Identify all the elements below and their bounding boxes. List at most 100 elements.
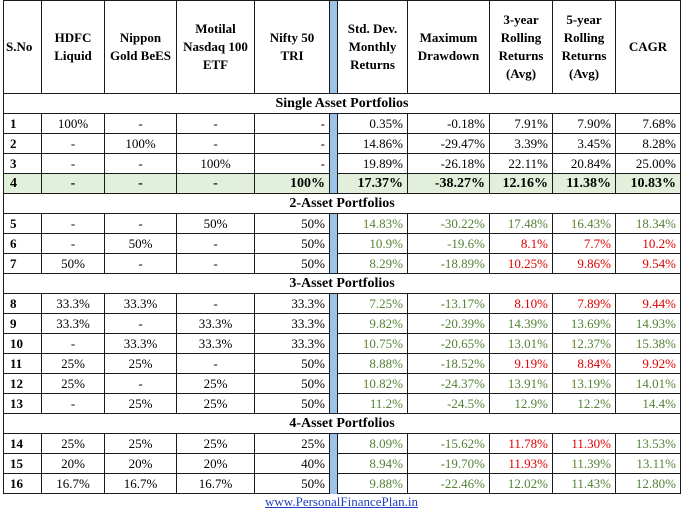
cell-max-drawdown: -30.22% — [407, 213, 490, 234]
cell-std-dev: 10.75% — [337, 333, 408, 354]
cell-motilal-nasdaq: - — [176, 113, 255, 134]
table-row: 14 25% 25% 25% 25% 8.09% -15.62% 11.78% 11.30% 13… — [3, 433, 681, 454]
cell-max-drawdown: -22.46% — [407, 473, 490, 494]
cell-std-dev: 10.82% — [337, 373, 408, 394]
cell-cagr: 7.68% — [615, 113, 681, 134]
column-separator — [329, 293, 338, 314]
column-separator — [329, 333, 338, 354]
cell-std-dev: 7.25% — [337, 293, 408, 314]
table-row: 7 50% - -50% 8.29% -18.89% 10.25% 9.86% 9.54% — [3, 253, 681, 274]
cell-std-dev: 8.88% — [337, 353, 408, 374]
cell-nifty50: 50% — [254, 233, 330, 254]
cell-nifty50: 50% — [254, 393, 330, 414]
cell-5yr-rolling: 20.84% — [552, 153, 616, 174]
header-motilal-nasdaq: Motilal Nasdaq 100 ETF — [176, 0, 255, 94]
cell-5yr-rolling: 11.39% — [552, 453, 616, 474]
cell-std-dev: 8.09% — [337, 433, 408, 454]
cell-nippon-gold: 25% — [104, 353, 177, 374]
cell-nifty50: 33.3% — [254, 293, 330, 314]
cell-motilal-nasdaq: 33.3% — [176, 333, 255, 354]
cell-nippon-gold: 33.3% — [104, 293, 177, 314]
column-separator — [329, 373, 338, 394]
cell-cagr: 10.83% — [615, 173, 681, 194]
cell-cagr: 14.4% — [615, 393, 681, 414]
cell-motilal-nasdaq: 16.7% — [176, 473, 255, 494]
cell-3yr-rolling: 11.78% — [489, 433, 553, 454]
cell-5yr-rolling: 12.2% — [552, 393, 616, 414]
cell-nippon-gold: 50% — [104, 233, 177, 254]
cell-max-drawdown: -15.62% — [407, 433, 490, 454]
row-sno: 12 — [3, 373, 42, 394]
cell-max-drawdown: -19.6% — [407, 233, 490, 254]
cell-hdfc-liquid: - — [41, 233, 105, 254]
cell-max-drawdown: -18.52% — [407, 353, 490, 374]
cell-cagr: 9.44% — [615, 293, 681, 314]
cell-nippon-gold: 100% — [104, 133, 177, 154]
cell-hdfc-liquid: 25% — [41, 433, 105, 454]
cell-5yr-rolling: 9.86% — [552, 253, 616, 274]
cell-3yr-rolling: 3.39% — [489, 133, 553, 154]
row-sno: 4 — [3, 173, 42, 194]
cell-max-drawdown: -26.18% — [407, 153, 490, 174]
cell-nippon-gold: - — [104, 373, 177, 394]
cell-std-dev: 0.35% — [337, 113, 408, 134]
cell-5yr-rolling: 7.90% — [552, 113, 616, 134]
cell-motilal-nasdaq: - — [176, 353, 255, 374]
header-cagr: CAGR — [615, 0, 681, 94]
cell-5yr-rolling: 13.19% — [552, 373, 616, 394]
cell-3yr-rolling: 8.10% — [489, 293, 553, 314]
row-sno: 8 — [3, 293, 42, 314]
header-std-dev: Std. Dev. Monthly Returns — [337, 0, 408, 94]
cell-3yr-rolling: 17.48% — [489, 213, 553, 234]
cell-std-dev: 14.86% — [337, 133, 408, 154]
cell-5yr-rolling: 7.89% — [552, 293, 616, 314]
row-sno: 11 — [3, 353, 42, 374]
cell-nifty50: 33.3% — [254, 333, 330, 354]
cell-3yr-rolling: 9.19% — [489, 353, 553, 374]
cell-max-drawdown: -29.47% — [407, 133, 490, 154]
cell-3yr-rolling: 12.9% — [489, 393, 553, 414]
table-row: 15 20% 20% 20% 40% 8.94% -19.70% 11.93% 11.39% 13… — [3, 453, 681, 474]
column-separator — [329, 113, 338, 134]
header-hdfc-liquid: HDFC Liquid — [41, 0, 105, 94]
cell-3yr-rolling: 22.11% — [489, 153, 553, 174]
row-sno: 15 — [3, 453, 42, 474]
cell-nippon-gold: 20% — [104, 453, 177, 474]
cell-std-dev: 8.94% — [337, 453, 408, 474]
row-sno: 5 — [3, 213, 42, 234]
cell-cagr: 8.28% — [615, 133, 681, 154]
column-separator — [329, 233, 338, 254]
header-nippon-gold: Nippon Gold BeES — [104, 0, 177, 94]
column-separator — [329, 313, 338, 334]
cell-std-dev: 10.9% — [337, 233, 408, 254]
cell-max-drawdown: -24.37% — [407, 373, 490, 394]
cell-motilal-nasdaq: 50% — [176, 213, 255, 234]
group-title: 3-Asset Portfolios — [3, 273, 681, 294]
footer: www.PersonalFinancePlan.in — [0, 494, 683, 510]
cell-nippon-gold: - — [104, 253, 177, 274]
column-separator — [329, 353, 338, 374]
column-separator — [329, 173, 338, 194]
cell-motilal-nasdaq: 20% — [176, 453, 255, 474]
group-header-row: 2-Asset Portfolios — [3, 193, 681, 214]
row-sno: 3 — [3, 153, 42, 174]
cell-max-drawdown: -24.5% — [407, 393, 490, 414]
cell-hdfc-liquid: - — [41, 213, 105, 234]
row-sno: 1 — [3, 113, 42, 134]
table-row: 4- - -100% 17.37% -38.27% 12.16% 11.38% 10.83% — [3, 173, 681, 194]
footer-link[interactable]: www.PersonalFinancePlan.in — [265, 494, 418, 509]
cell-nifty50: 50% — [254, 353, 330, 374]
cell-3yr-rolling: 11.93% — [489, 453, 553, 474]
row-sno: 2 — [3, 133, 42, 154]
header-3yr-rolling: 3-year Rolling Returns (Avg) — [489, 0, 553, 94]
cell-nippon-gold: - — [104, 113, 177, 134]
cell-hdfc-liquid: 33.3% — [41, 293, 105, 314]
cell-motilal-nasdaq: 33.3% — [176, 313, 255, 334]
group-title: Single Asset Portfolios — [3, 93, 681, 114]
cell-std-dev: 9.88% — [337, 473, 408, 494]
cell-max-drawdown: -20.39% — [407, 313, 490, 334]
cell-nippon-gold: - — [104, 173, 177, 194]
cell-nippon-gold: 25% — [104, 393, 177, 414]
cell-hdfc-liquid: 25% — [41, 373, 105, 394]
cell-3yr-rolling: 14.39% — [489, 313, 553, 334]
